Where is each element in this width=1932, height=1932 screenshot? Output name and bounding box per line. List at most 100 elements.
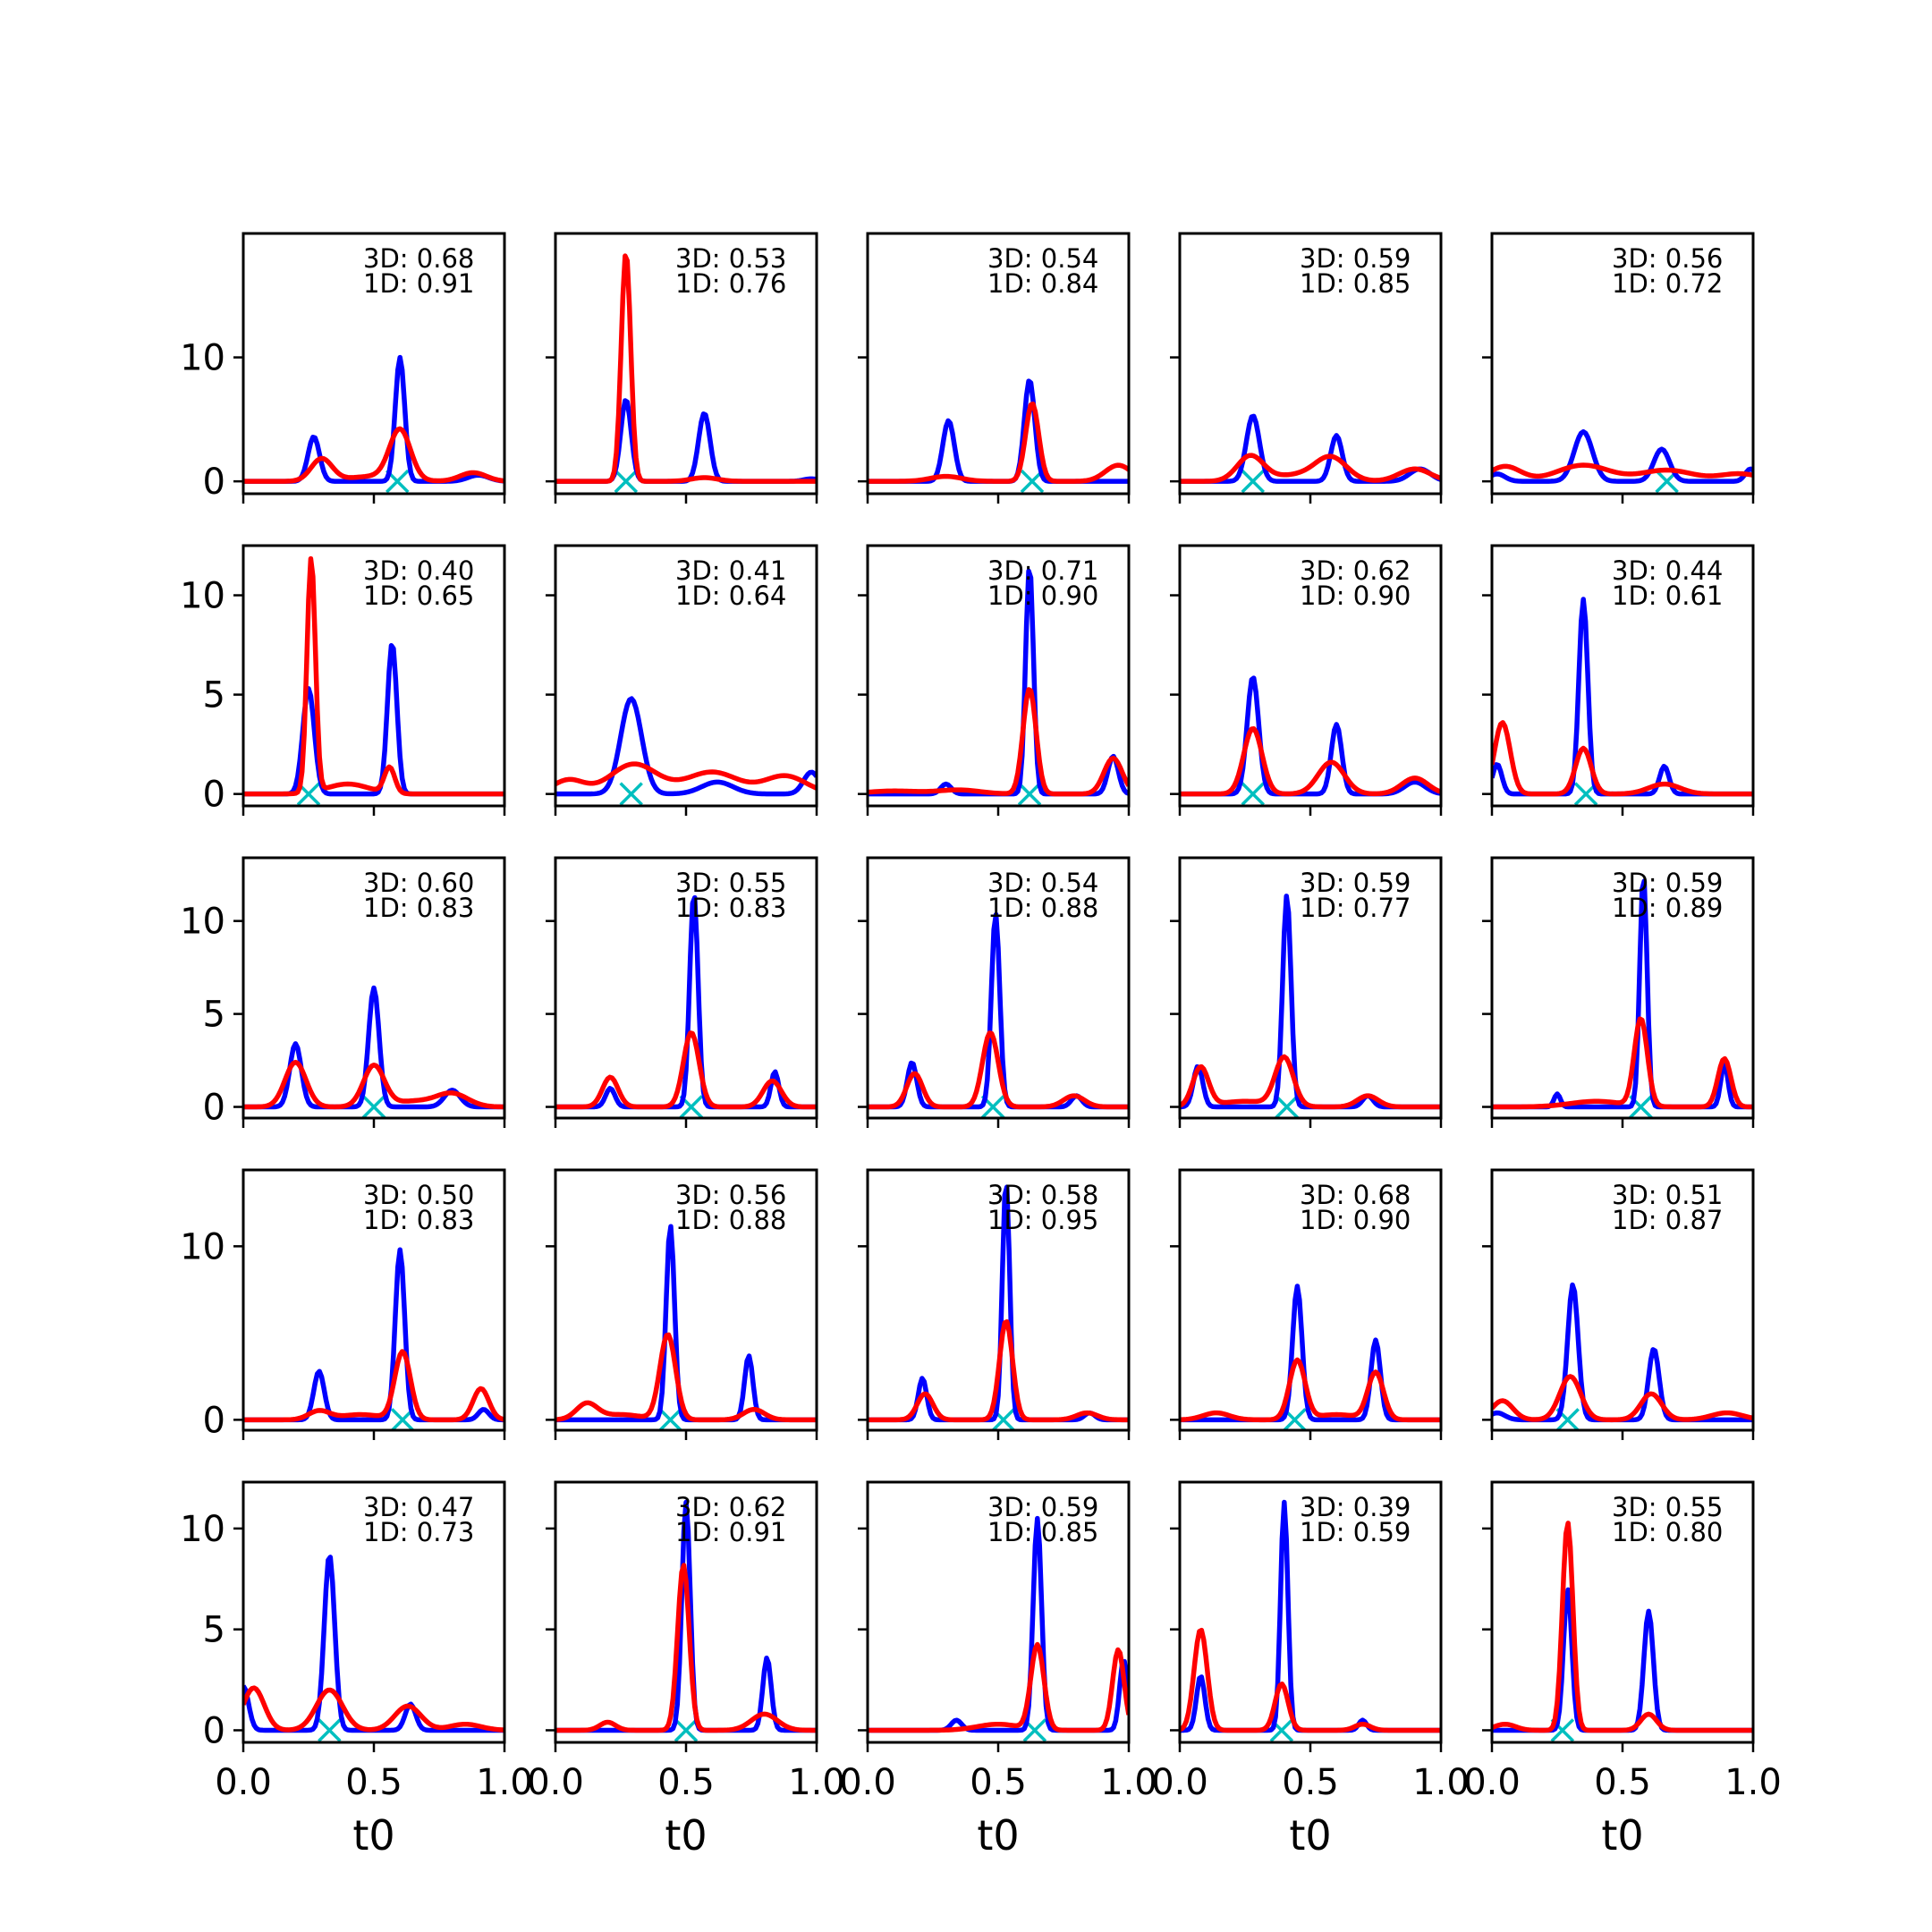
series-line-red xyxy=(868,401,1129,484)
true-t0-marker xyxy=(1241,469,1265,494)
annotation-1d: 1D: 0.83 xyxy=(675,893,786,923)
axes-frame xyxy=(242,1168,506,1432)
series-line-red xyxy=(1492,1521,1753,1733)
annotation-1d: 1D: 0.80 xyxy=(1612,1517,1723,1547)
series-line-red xyxy=(868,1319,1129,1423)
series-line-red xyxy=(1180,453,1441,484)
annotation-1d: 1D: 0.89 xyxy=(1612,893,1723,923)
x-tick-label: 1.0 xyxy=(1724,1762,1782,1803)
axes-frame xyxy=(866,232,1131,496)
series-line-blue xyxy=(868,1515,1129,1733)
axes-frame xyxy=(554,232,818,496)
axes-frame xyxy=(1490,856,1755,1120)
x-axis-label: t0 xyxy=(665,1811,707,1860)
series-line-red xyxy=(1180,1627,1441,1733)
annotation-3d: 3D: 0.71 xyxy=(987,555,1098,586)
annotation-1d: 1D: 0.83 xyxy=(363,893,474,923)
annotation-1d: 1D: 0.87 xyxy=(1612,1205,1723,1235)
annotation-3d: 3D: 0.62 xyxy=(1300,555,1411,586)
axes-frame xyxy=(1178,232,1443,496)
annotation-3d: 3D: 0.40 xyxy=(363,555,474,586)
true-t0-marker xyxy=(361,1095,386,1118)
axes-frame xyxy=(242,232,506,496)
annotation-1d: 1D: 0.90 xyxy=(1300,580,1411,611)
plot-area xyxy=(243,985,504,1118)
y-tick-label: 5 xyxy=(203,995,225,1036)
x-tick-label: 1.0 xyxy=(1412,1762,1470,1803)
plot-area xyxy=(1492,1282,1753,1430)
series-line-red xyxy=(555,1030,817,1110)
series-line-blue xyxy=(243,1247,504,1423)
axes-frame xyxy=(866,1168,1131,1432)
annotation-3d: 3D: 0.55 xyxy=(675,868,786,898)
plot-area xyxy=(243,354,504,494)
series-line-red xyxy=(243,555,504,797)
y-tick-label: 5 xyxy=(203,675,225,716)
y-tick-label: 10 xyxy=(180,1226,225,1267)
annotation-1d: 1D: 0.88 xyxy=(987,893,1098,923)
y-tick-label: 0 xyxy=(203,775,225,816)
annotation-3d: 3D: 0.59 xyxy=(987,1492,1098,1522)
axes-frame xyxy=(1178,856,1443,1120)
series-line-blue xyxy=(1492,597,1753,797)
series-line-red xyxy=(243,1685,504,1733)
annotation-1d: 1D: 0.61 xyxy=(1612,580,1723,611)
annotation-3d: 3D: 0.54 xyxy=(987,868,1098,898)
annotation-3d: 3D: 0.59 xyxy=(1300,243,1411,274)
true-t0-marker xyxy=(614,469,639,494)
series-line-red xyxy=(868,1030,1129,1110)
plot-area xyxy=(243,1247,504,1430)
annotation-1d: 1D: 0.90 xyxy=(987,580,1098,611)
true-t0-marker xyxy=(658,1408,682,1430)
series-line-red xyxy=(1492,1016,1753,1110)
series-line-red xyxy=(243,1059,504,1110)
axes-frame xyxy=(1490,1168,1755,1432)
annotation-1d: 1D: 0.88 xyxy=(675,1205,786,1235)
annotation-1d: 1D: 0.83 xyxy=(363,1205,474,1235)
series-line-blue xyxy=(1180,413,1441,484)
axes-frame xyxy=(242,544,506,808)
plot-area xyxy=(1180,894,1441,1118)
y-tick-label: 0 xyxy=(203,1710,225,1751)
axes-frame xyxy=(1178,1168,1443,1432)
axes-frame xyxy=(554,856,818,1120)
y-tick-label: 10 xyxy=(180,1509,225,1550)
annotation-3d: 3D: 0.54 xyxy=(987,243,1098,274)
annotation-1d: 1D: 0.84 xyxy=(987,268,1098,299)
plot-area xyxy=(1492,878,1753,1118)
annotation-3d: 3D: 0.51 xyxy=(1612,1180,1723,1210)
plot-area xyxy=(555,1224,817,1430)
annotation-1d: 1D: 0.90 xyxy=(1300,1205,1411,1235)
series-line-blue xyxy=(868,378,1129,484)
plot-area xyxy=(1180,675,1441,806)
true-t0-marker xyxy=(674,1718,699,1742)
series-line-blue xyxy=(868,911,1129,1110)
annotation-3d: 3D: 0.41 xyxy=(675,555,786,586)
axes-frame xyxy=(242,856,506,1120)
true-t0-marker xyxy=(1017,782,1042,806)
annotation-1d: 1D: 0.64 xyxy=(675,580,786,611)
series-line-blue xyxy=(1492,428,1753,484)
x-tick-label: 0.5 xyxy=(1594,1762,1651,1803)
x-axis-label: t0 xyxy=(977,1811,1019,1860)
series-line-blue xyxy=(555,1499,817,1733)
x-axis-label: t0 xyxy=(1601,1811,1643,1860)
series-line-blue xyxy=(1492,1282,1753,1423)
plot-area xyxy=(868,1515,1129,1742)
plot-area xyxy=(1492,597,1753,806)
series-line-blue xyxy=(243,642,504,797)
true-t0-marker xyxy=(619,782,643,806)
plot-area xyxy=(868,911,1129,1118)
series-line-blue xyxy=(1180,675,1441,797)
plot-area xyxy=(555,253,817,494)
series-line-red xyxy=(243,426,504,484)
